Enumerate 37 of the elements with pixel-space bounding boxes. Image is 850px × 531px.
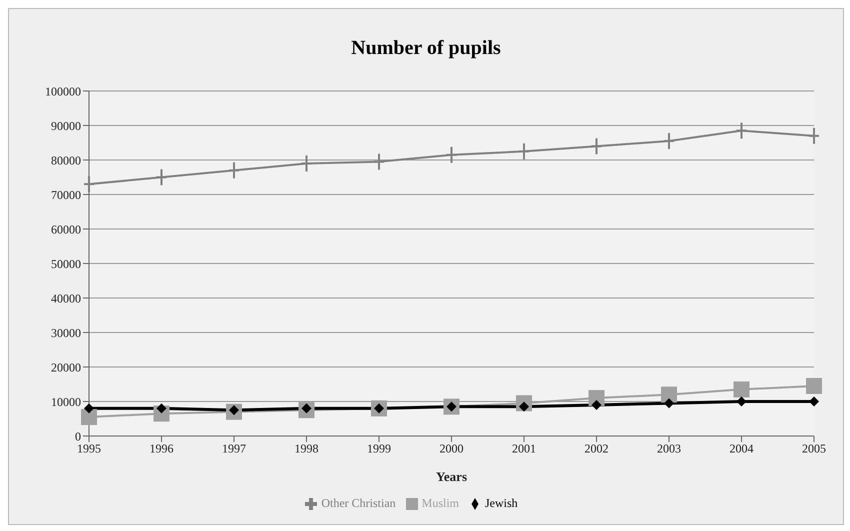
y-tick-label: 30000 [51, 326, 81, 340]
point [809, 396, 819, 406]
y-tick-label: 100000 [45, 84, 81, 98]
y-tick-label: 80000 [51, 153, 81, 168]
point [736, 396, 746, 406]
y-tick-label: 0 [75, 429, 81, 444]
x-tick-label: 1995 [77, 442, 101, 456]
point [661, 386, 677, 403]
point [81, 409, 97, 426]
point [664, 398, 674, 408]
legend-label: Muslim [422, 496, 459, 510]
x-tick-label: 2005 [802, 442, 826, 456]
chart-title: Number of pupils [350, 36, 502, 61]
y-tick-label: 50000 [51, 256, 81, 271]
y-tick-label: 10000 [51, 394, 81, 409]
y-tick-label: 70000 [51, 188, 81, 202]
x-axis-title: Years [436, 469, 468, 484]
point [156, 403, 166, 414]
legend-label: Other Christian [321, 496, 396, 510]
y-tick-label: 90000 [51, 118, 81, 133]
y-tick-label: 40000 [51, 291, 81, 306]
y-tick-label: 60000 [51, 222, 81, 236]
x-tick-label: 2000 [440, 442, 464, 456]
x-tick-label: 2001 [512, 442, 536, 456]
x-tick-label: 1996 [150, 442, 174, 456]
x-tick-label: 2003 [657, 442, 681, 456]
point [592, 400, 602, 410]
point [84, 403, 94, 414]
y-tick-label: 20000 [51, 360, 81, 374]
point [734, 381, 750, 398]
point [806, 378, 822, 394]
x-tick-label: 2004 [730, 442, 754, 456]
x-tick-label: 1997 [222, 442, 246, 456]
x-tick-label: 1999 [367, 442, 391, 456]
x-tick-label: 1998 [294, 442, 318, 456]
x-tick-label: 2002 [584, 442, 608, 456]
legend-label: Jewish [485, 496, 518, 510]
